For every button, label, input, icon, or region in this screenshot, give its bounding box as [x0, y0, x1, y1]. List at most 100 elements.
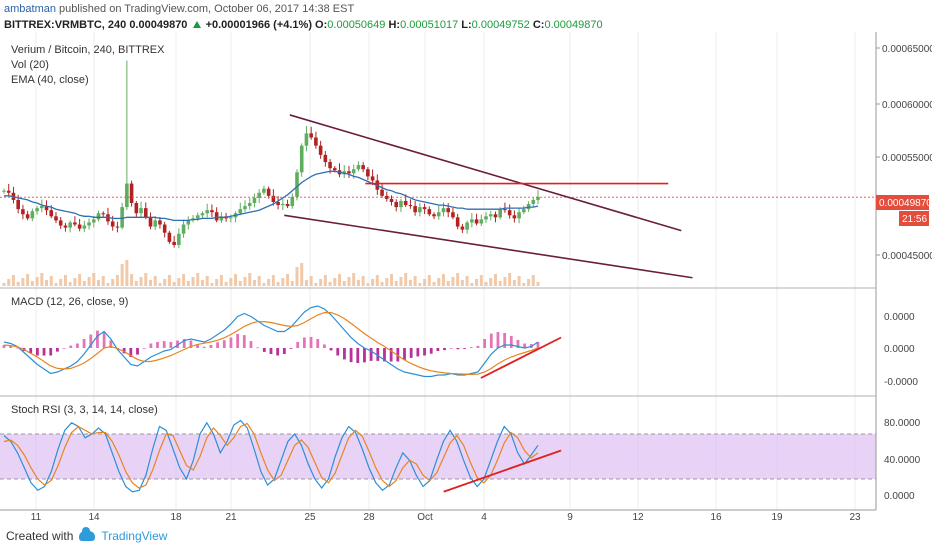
macd-hist-bar	[269, 348, 273, 354]
volume-bar	[40, 273, 44, 286]
volume-bar	[394, 281, 398, 286]
volume-bar	[408, 280, 412, 286]
candle-body	[115, 226, 120, 228]
macd-hist-bar	[242, 335, 246, 348]
candle-body	[498, 209, 502, 218]
x-tick-label: 14	[88, 512, 100, 523]
open-value: 0.00050649	[327, 19, 386, 31]
candle-body	[432, 214, 436, 217]
volume-bar	[16, 282, 20, 286]
signal-line	[3, 312, 539, 376]
created-with-text: Created with	[6, 529, 74, 543]
volume-bar	[257, 276, 261, 286]
volume-bar	[101, 276, 105, 286]
candle-body	[30, 211, 35, 219]
macd-histogram	[2, 330, 540, 363]
annotation-trendline	[289, 114, 682, 232]
volume-bar	[432, 282, 436, 286]
close-value: 0.00049870	[544, 19, 603, 31]
macd-tick-label: 0.0000	[884, 312, 915, 323]
volume-bar	[11, 275, 15, 286]
macd-hist-bar	[309, 336, 313, 348]
volume-bar	[527, 279, 531, 286]
candle-body	[195, 215, 200, 219]
volume-bar	[300, 263, 304, 286]
candle-body	[361, 165, 365, 170]
macd-hist-bar	[169, 342, 173, 348]
stoch-rsi-annotations	[443, 449, 562, 493]
stoch-d-line	[3, 422, 539, 489]
macd-pane	[2, 305, 562, 379]
candle-body	[77, 224, 82, 229]
candle-body	[181, 224, 186, 234]
macd-hist-bar	[496, 332, 500, 348]
volume-bar	[186, 281, 190, 286]
price-pane	[0, 60, 876, 286]
volume-bar	[229, 278, 233, 286]
volume-bar	[352, 273, 356, 286]
macd-hist-bar	[42, 348, 46, 356]
macd-hist-bar	[129, 348, 133, 357]
volume-bar	[375, 275, 379, 286]
candle-body	[394, 201, 399, 208]
candle-body	[276, 201, 280, 206]
time-badge: 21:56	[902, 214, 927, 225]
candle-body	[91, 219, 96, 223]
volume-bar	[177, 278, 181, 286]
volume-bar	[314, 283, 318, 286]
macd-hist-bar	[409, 348, 413, 358]
macd-hist-bar	[69, 345, 73, 348]
symbol-label: BITTREX:VRMBTC, 240	[4, 19, 127, 31]
candle-body	[186, 220, 191, 225]
publish-line: ambatman published on TradingView.com, O…	[4, 3, 354, 15]
candle-body	[299, 145, 304, 173]
candle-body	[366, 169, 370, 177]
volume-bar	[148, 280, 152, 286]
x-tick-label: 16	[710, 512, 722, 523]
candle-body	[455, 217, 460, 227]
volume-bar	[451, 277, 455, 286]
volume-bar	[134, 281, 138, 286]
volume-bar	[418, 283, 422, 286]
candle-body	[167, 232, 172, 242]
volume-bar	[536, 282, 540, 286]
volume-bar	[7, 279, 11, 286]
author-link[interactable]: ambatman	[4, 3, 56, 15]
volume-bar	[139, 277, 143, 286]
volume-bar	[493, 274, 497, 286]
volume-bar	[465, 276, 469, 286]
macd-hist-bar	[15, 347, 19, 349]
macd-hist-bar	[2, 345, 6, 348]
volume-bar	[404, 273, 408, 286]
volume-bar	[512, 280, 516, 286]
macd-hist-bar	[76, 343, 79, 348]
x-axis-ticks: 11 14 18 21 25 28 Oct 4 9 12 16 19 23	[31, 512, 861, 523]
macd-annotations	[480, 336, 562, 379]
macd-hist-bar	[276, 348, 280, 356]
volume-bar	[158, 283, 162, 286]
volume-bar	[522, 283, 526, 286]
volume-bar	[262, 283, 266, 286]
macd-hist-bar	[49, 348, 53, 356]
macd-hist-bar	[443, 348, 446, 351]
macd-hist-bar	[323, 344, 326, 348]
volume-bar	[243, 277, 247, 286]
volume-bar	[470, 283, 474, 286]
candle-body	[262, 188, 266, 193]
price-tick-label: 0.00055000	[882, 153, 932, 164]
tradingview-brand-link[interactable]: TradingView	[101, 529, 168, 543]
volume-bar	[441, 274, 445, 286]
candle-body	[427, 209, 432, 215]
volume-bar	[427, 275, 431, 286]
y-axis-ticks: 0.00065000 0.00060000 0.00055000 0.00045000…	[876, 44, 932, 502]
macd-hist-bar	[476, 345, 480, 348]
volume-bar	[120, 264, 124, 286]
stoch-k-line	[3, 419, 539, 493]
x-tick-label: 19	[771, 512, 783, 523]
chart-canvas[interactable]: 0.00065000 0.00060000 0.00055000 0.00045000…	[0, 32, 932, 524]
macd-hist-bar	[109, 340, 113, 348]
stoch-rsi-tick-label: 0.0000	[884, 491, 915, 502]
candle-body	[2, 190, 6, 192]
up-arrow-icon	[192, 21, 201, 28]
macd-hist-bar	[236, 333, 240, 348]
